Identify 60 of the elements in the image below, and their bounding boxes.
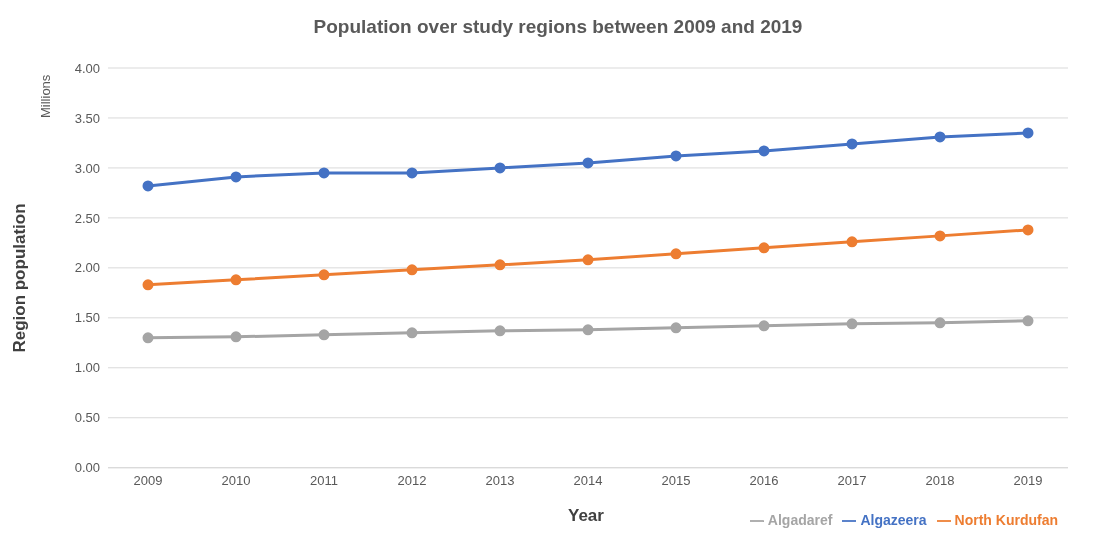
point bbox=[494, 162, 506, 174]
point bbox=[582, 324, 594, 336]
x-tick-label: 2017 bbox=[837, 472, 867, 488]
point bbox=[934, 317, 946, 329]
legend-label: Algadaref bbox=[767, 511, 833, 528]
point bbox=[494, 259, 506, 271]
legend-label: Algazeera bbox=[860, 511, 927, 528]
point bbox=[230, 331, 242, 343]
point bbox=[1022, 315, 1034, 327]
point bbox=[230, 274, 242, 286]
point bbox=[318, 329, 330, 341]
point bbox=[494, 325, 506, 337]
point bbox=[142, 332, 154, 344]
y-tick-label: 2.50 bbox=[74, 210, 100, 226]
x-tick-label: 2016 bbox=[749, 472, 779, 488]
point bbox=[230, 171, 242, 183]
point bbox=[1022, 127, 1034, 139]
point bbox=[758, 145, 770, 157]
point bbox=[406, 167, 418, 179]
x-tick-label: 2019 bbox=[1013, 472, 1043, 488]
point bbox=[758, 320, 770, 332]
x-tick-label: 2012 bbox=[397, 472, 427, 488]
point bbox=[758, 242, 770, 254]
text: Millions bbox=[38, 74, 53, 118]
x-tick-label: 2013 bbox=[485, 472, 515, 488]
y-tick-label: 0.50 bbox=[74, 410, 100, 426]
point bbox=[406, 327, 418, 339]
x-tick-label: 2018 bbox=[925, 472, 955, 488]
y-tick-label: 1.50 bbox=[74, 310, 100, 326]
y-tick-label: 0.00 bbox=[74, 460, 100, 476]
y-tick-label: 4.00 bbox=[74, 60, 100, 76]
x-axis-title: Year bbox=[568, 506, 604, 526]
point bbox=[846, 236, 858, 248]
point bbox=[582, 254, 594, 266]
point bbox=[934, 131, 946, 143]
legend-label: North Kurdufan bbox=[954, 511, 1058, 528]
chart-title: Population over study regions between 2009 and 2019 bbox=[312, 16, 804, 38]
point bbox=[934, 230, 946, 242]
y-tick-label: 2.00 bbox=[74, 260, 100, 276]
y-tick-label: 3.50 bbox=[74, 110, 100, 126]
point bbox=[142, 180, 154, 192]
point bbox=[846, 318, 858, 330]
point bbox=[670, 322, 682, 334]
point bbox=[670, 150, 682, 162]
x-tick-label: 2010 bbox=[221, 472, 251, 488]
point bbox=[582, 157, 594, 169]
point bbox=[406, 264, 418, 276]
x-tick-label: 2015 bbox=[661, 472, 691, 488]
y-tick-label: 3.00 bbox=[74, 160, 100, 176]
point bbox=[318, 167, 330, 179]
x-tick-label: 2009 bbox=[133, 472, 163, 488]
x-tick-label: 2011 bbox=[310, 472, 338, 488]
y-axis-title: Region population bbox=[10, 203, 30, 353]
point bbox=[318, 269, 330, 281]
point bbox=[670, 248, 682, 260]
y-tick-label: 1.00 bbox=[74, 360, 100, 376]
point bbox=[142, 279, 154, 291]
point bbox=[846, 138, 858, 150]
x-tick-label: 2014 bbox=[573, 472, 603, 488]
point bbox=[1022, 224, 1034, 236]
